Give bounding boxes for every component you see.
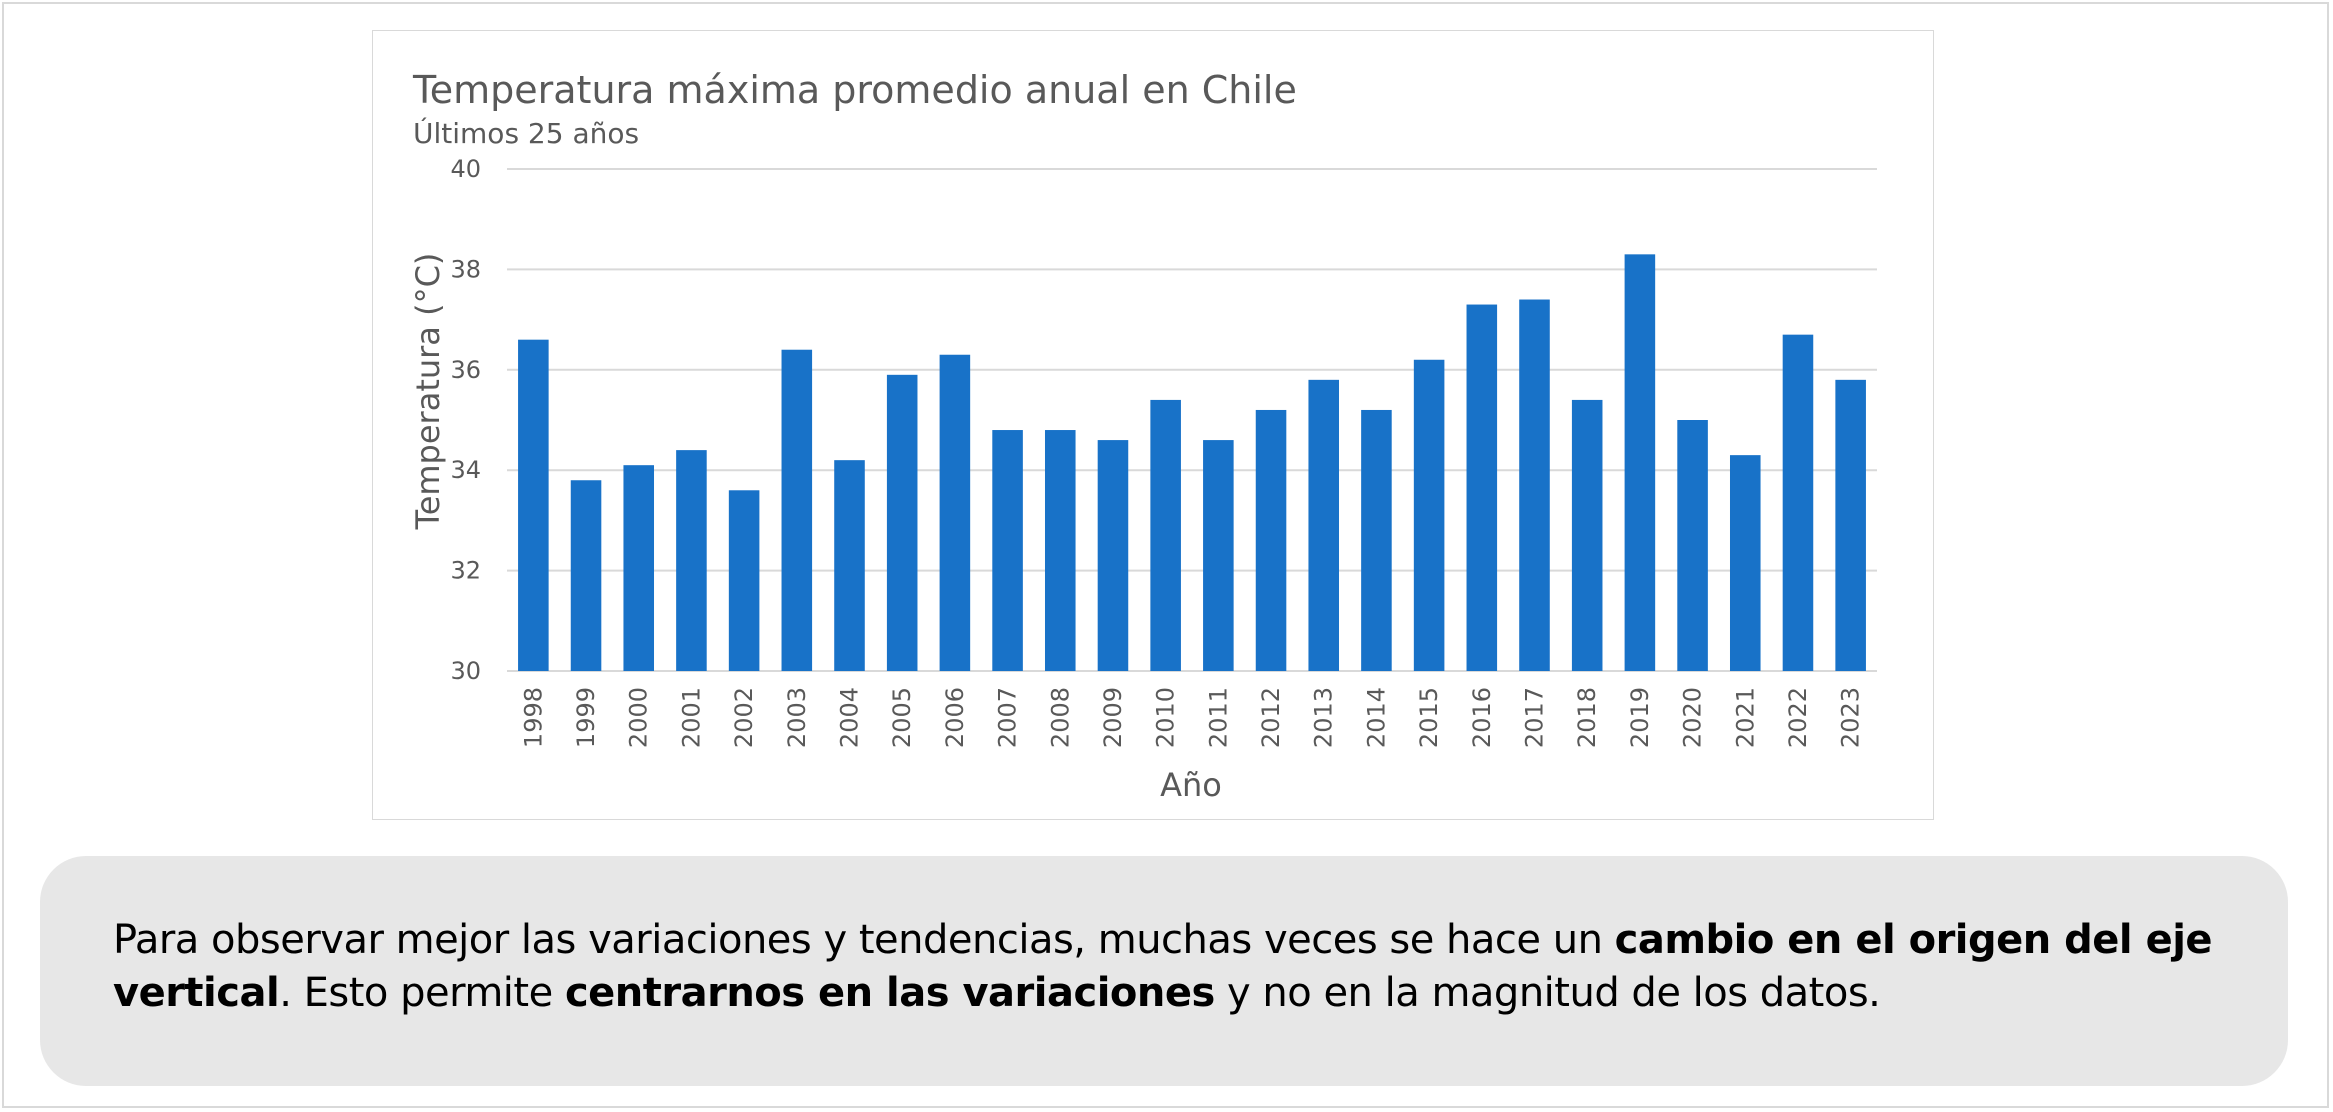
y-tick-label: 38 [450,255,481,283]
bar-2023 [1835,379,1866,671]
x-tick-label: 2009 [1099,687,1127,748]
x-tick-label: 2002 [730,687,758,748]
x-tick-label: 2011 [1204,687,1232,748]
x-tick-label: 2012 [1257,687,1285,748]
x-tick-label: 2023 [1837,687,1865,748]
x-tick-label: 2000 [625,687,653,748]
x-tick-label: 2008 [1046,687,1074,748]
x-tick-label: 2013 [1310,687,1338,748]
bar-2016 [1466,304,1498,671]
bar-2007 [992,430,1023,671]
chart-container: Temperatura máxima promedio anual en Chi… [372,30,1934,820]
bar-2012 [1255,409,1287,671]
explanation-note: Para observar mejor las variaciones y te… [40,856,2288,1086]
x-tick-label: 2010 [1152,687,1180,748]
bar-2010 [1150,399,1181,671]
x-tick-label: 2004 [836,687,864,748]
x-tick-label: 2018 [1573,687,1601,748]
bar-2018 [1571,399,1603,671]
x-tick-label: 2003 [783,687,811,748]
bar-2022 [1782,334,1814,671]
y-tick-label: 30 [450,657,481,685]
y-tick-label: 32 [450,557,481,585]
x-tick-label: 2007 [994,687,1022,748]
y-tick-label: 40 [450,155,481,183]
x-tick-label: 2020 [1679,687,1707,748]
bar-2004 [834,460,865,671]
bar-2017 [1519,299,1550,671]
bar-2014 [1361,409,1392,671]
x-axis-label: Año [1160,766,1222,804]
y-axis-label: Temperatura (°C) [409,253,447,531]
bar-2001 [676,450,707,671]
bar-2019 [1624,254,1656,671]
bar-2021 [1729,455,1761,671]
bar-2009 [1097,440,1129,671]
x-tick-label: 2001 [677,687,705,748]
x-tick-label: 2005 [888,687,916,748]
bar-2000 [623,465,655,671]
x-tick-label: 2016 [1468,687,1496,748]
x-tick-label: 2015 [1415,687,1443,748]
chart-subtitle: Últimos 25 años [413,116,639,150]
bar-2003 [781,349,813,671]
x-tick-label: 2017 [1521,687,1549,748]
note-text-2: . Esto permite [279,970,565,1016]
bar-2011 [1203,440,1234,671]
y-tick-label: 36 [450,356,481,384]
x-tick-label: 1999 [572,687,600,748]
bar-1998 [518,339,549,671]
chart-title: Temperatura máxima promedio anual en Chi… [412,68,1297,112]
x-tick-label: 1998 [519,687,547,748]
x-tick-label: 2014 [1362,687,1390,748]
bar-1999 [570,480,602,671]
bar-2002 [728,490,760,671]
note-bold-1: cambio en el origen del eje vertical [113,917,2213,1016]
bar-2005 [886,374,918,671]
note-text-3: y no en la magnitud de los datos. [1214,970,1881,1016]
note-bold-2: centrarnos en las variaciones [564,970,1215,1016]
x-tick-label: 2021 [1731,687,1759,748]
x-tick-label: 2019 [1626,687,1654,748]
y-tick-label: 34 [450,456,481,484]
note-text-1: Para observar mejor las variaciones y te… [113,917,1615,963]
bar-2013 [1308,379,1340,671]
x-tick-label: 2006 [941,687,969,748]
x-tick-label: 2022 [1784,687,1812,748]
bar-2006 [939,354,971,671]
bar-2015 [1413,359,1445,671]
bar-2008 [1044,430,1076,671]
bar-2020 [1677,420,1708,671]
bar-chart: Temperatura máxima promedio anual en Chi… [409,68,1877,804]
